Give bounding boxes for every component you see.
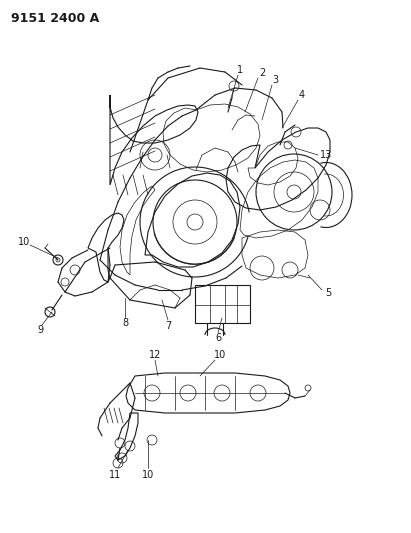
Text: 9: 9 [37,325,43,335]
Text: 7: 7 [165,321,171,331]
Text: 1: 1 [237,65,243,75]
Text: 8: 8 [122,318,128,328]
Text: 3: 3 [272,75,278,85]
Text: 6: 6 [215,333,221,343]
Text: 10: 10 [142,470,154,480]
Text: 10: 10 [18,237,30,247]
Text: 2: 2 [259,68,265,78]
Text: 12: 12 [149,350,161,360]
Text: 11: 11 [109,470,121,480]
Text: 4: 4 [299,90,305,100]
Text: 13: 13 [320,150,332,160]
Text: 5: 5 [325,288,331,298]
Text: 10: 10 [214,350,226,360]
Text: 9151 2400 A: 9151 2400 A [11,12,99,25]
